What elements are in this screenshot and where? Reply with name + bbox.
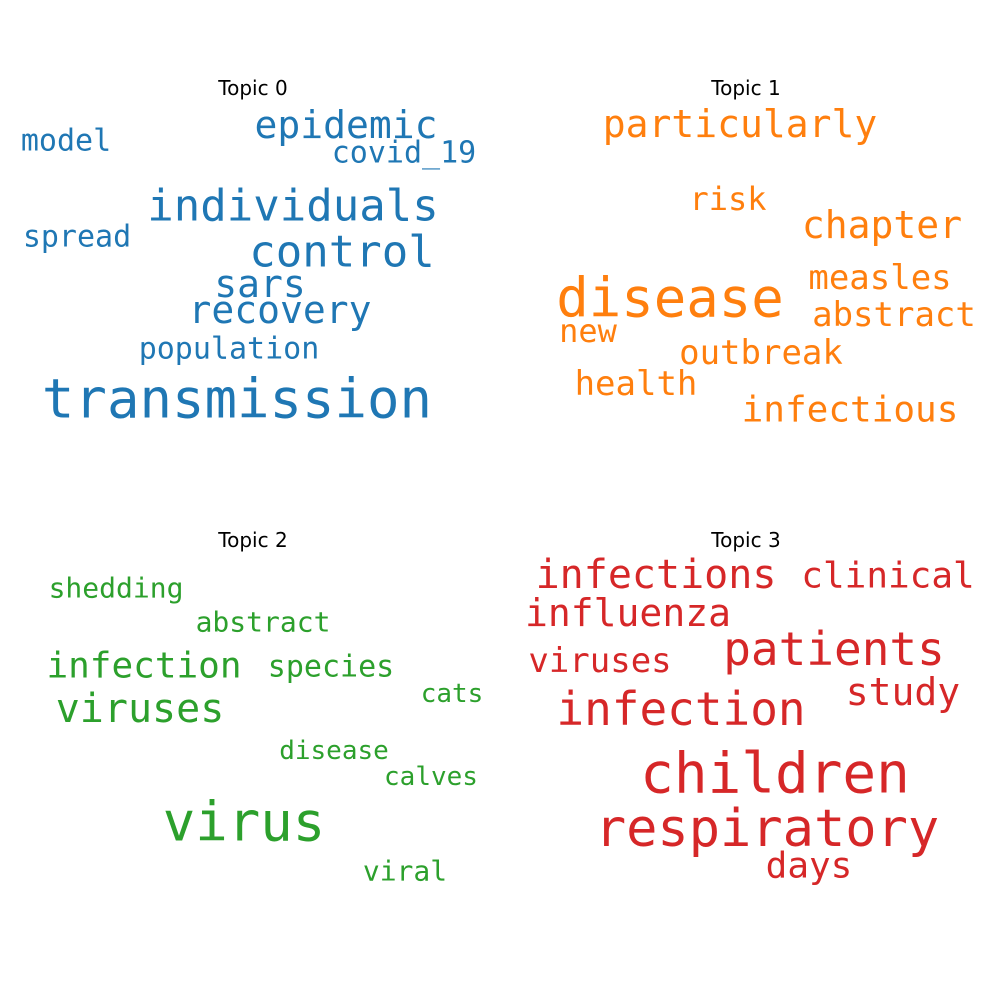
word-recovery: recovery — [188, 288, 371, 332]
word-shedding: shedding — [49, 572, 184, 605]
word-disease: disease — [556, 267, 784, 330]
word-respiratory: respiratory — [595, 799, 939, 859]
word-patients: patients — [723, 622, 945, 676]
word-covid-19: covid_19 — [332, 136, 477, 171]
word-individuals: individuals — [147, 181, 438, 232]
word-calves: calves — [384, 762, 478, 792]
word-new: new — [559, 312, 618, 350]
word-epidemic: epidemic — [254, 103, 437, 147]
word-health: health — [575, 364, 698, 404]
word-risk: risk — [689, 180, 766, 218]
word-viruses: viruses — [56, 686, 225, 732]
word-viral: viral — [363, 855, 447, 888]
word-abstract: abstract — [196, 606, 331, 639]
word-disease: disease — [279, 736, 389, 766]
topic-title: Topic 1 — [710, 76, 780, 100]
word-children: children — [640, 742, 910, 807]
word-population: population — [139, 332, 320, 367]
topic-title: Topic 3 — [710, 528, 780, 552]
word-infections: infections — [536, 552, 777, 598]
word-cats: cats — [421, 679, 484, 709]
word-infectious: infectious — [742, 390, 959, 431]
word-outbreak: outbreak — [679, 333, 843, 373]
word-abstract: abstract — [812, 295, 976, 335]
word-infection: infection — [46, 646, 241, 687]
word-days: days — [766, 846, 853, 887]
word-chapter: chapter — [802, 203, 962, 247]
topic-title: Topic 2 — [217, 528, 287, 552]
word-model: model — [21, 124, 111, 159]
word-infection: infection — [556, 682, 805, 736]
word-transmission: transmission — [42, 368, 432, 431]
word-particularly: particularly — [603, 102, 878, 146]
word-viruses: viruses — [528, 641, 671, 681]
topic-panel-1: Topic 1 disease particularly chapter infecti… — [556, 76, 976, 431]
word-clinical: clinical — [801, 556, 974, 597]
word-study: study — [846, 670, 960, 714]
topic-title: Topic 0 — [217, 76, 287, 100]
word-control: control — [249, 227, 434, 278]
word-measles: measles — [808, 258, 951, 298]
word-sars: sars — [214, 262, 306, 306]
word-influenza: influenza — [525, 591, 731, 635]
word-virus: virus — [163, 791, 326, 854]
word-spread: spread — [23, 220, 131, 255]
word-species: species — [268, 650, 394, 685]
